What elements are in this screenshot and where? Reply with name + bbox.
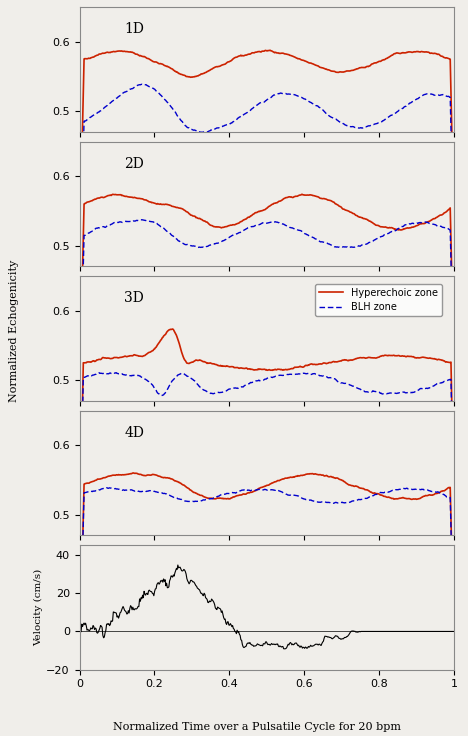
- Text: Normalized Echogenicity: Normalized Echogenicity: [9, 260, 19, 403]
- Y-axis label: Velocity (cm/s): Velocity (cm/s): [35, 569, 44, 646]
- Text: 2D: 2D: [124, 157, 144, 171]
- Text: Normalized Time over a Pulsatile Cycle for 20 bpm: Normalized Time over a Pulsatile Cycle f…: [113, 722, 402, 732]
- Legend: Hyperechoic zone, BLH zone: Hyperechoic zone, BLH zone: [315, 283, 442, 316]
- Text: 3D: 3D: [124, 291, 144, 305]
- Text: 1D: 1D: [124, 22, 144, 36]
- Text: 4D: 4D: [124, 425, 144, 439]
